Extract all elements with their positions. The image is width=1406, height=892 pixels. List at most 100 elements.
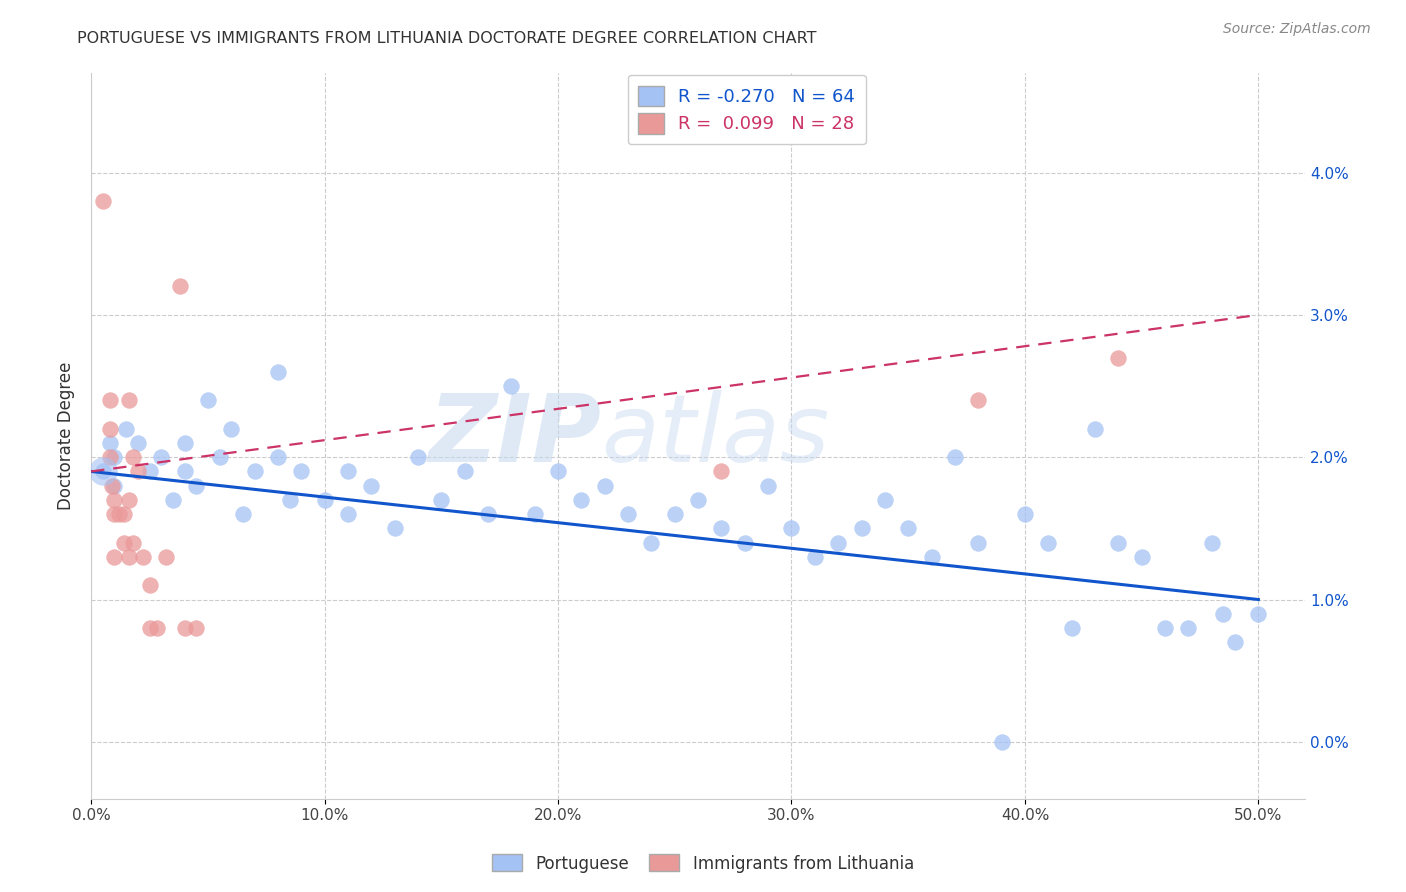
Legend: Portuguese, Immigrants from Lithuania: Portuguese, Immigrants from Lithuania: [485, 847, 921, 880]
Point: [150, 450, 173, 465]
Point: [1107, 535, 1129, 549]
Point: [243, 465, 266, 479]
Point: [314, 492, 336, 507]
Point: [278, 492, 301, 507]
Point: [617, 507, 640, 521]
Point: [1084, 422, 1107, 436]
Point: [734, 535, 756, 549]
Point: [101, 478, 124, 492]
Point: [138, 621, 160, 635]
Point: [98, 393, 121, 408]
Point: [98, 422, 121, 436]
Point: [921, 549, 943, 564]
Point: [186, 621, 208, 635]
Text: PORTUGUESE VS IMMIGRANTS FROM LITHUANIA DOCTORATE DEGREE CORRELATION CHART: PORTUGUESE VS IMMIGRANTS FROM LITHUANIA …: [77, 31, 817, 46]
Point: [112, 507, 135, 521]
Point: [103, 478, 125, 492]
Point: [430, 492, 453, 507]
Point: [103, 450, 125, 465]
Point: [173, 465, 195, 479]
Point: [267, 450, 290, 465]
Point: [593, 478, 616, 492]
Point: [145, 621, 167, 635]
Point: [967, 393, 990, 408]
Point: [232, 507, 254, 521]
Point: [1107, 351, 1129, 365]
Point: [98, 436, 121, 450]
Point: [501, 379, 523, 393]
Text: atlas: atlas: [600, 391, 830, 482]
Point: [873, 492, 896, 507]
Point: [91, 465, 114, 479]
Point: [360, 478, 382, 492]
Point: [117, 549, 139, 564]
Point: [103, 549, 125, 564]
Text: ZIP: ZIP: [429, 390, 600, 482]
Point: [897, 521, 920, 535]
Point: [688, 492, 710, 507]
Point: [290, 465, 312, 479]
Point: [122, 535, 145, 549]
Point: [173, 436, 195, 450]
Point: [219, 422, 242, 436]
Point: [103, 507, 125, 521]
Point: [967, 535, 990, 549]
Point: [138, 465, 160, 479]
Point: [186, 478, 208, 492]
Point: [108, 507, 131, 521]
Point: [91, 465, 114, 479]
Point: [169, 279, 191, 293]
Point: [547, 465, 569, 479]
Point: [990, 735, 1012, 749]
Point: [1154, 621, 1177, 635]
Point: [1212, 607, 1234, 621]
Y-axis label: Doctorate Degree: Doctorate Degree: [58, 361, 75, 510]
Point: [453, 465, 475, 479]
Point: [162, 492, 184, 507]
Point: [117, 393, 139, 408]
Point: [173, 621, 195, 635]
Point: [1060, 621, 1083, 635]
Point: [710, 465, 733, 479]
Point: [98, 450, 121, 465]
Point: [710, 521, 733, 535]
Point: [155, 549, 177, 564]
Point: [827, 535, 849, 549]
Point: [1130, 549, 1153, 564]
Point: [1038, 535, 1060, 549]
Point: [406, 450, 429, 465]
Point: [780, 521, 803, 535]
Point: [640, 535, 662, 549]
Point: [523, 507, 546, 521]
Point: [117, 492, 139, 507]
Point: [127, 436, 149, 450]
Point: [384, 521, 406, 535]
Point: [127, 465, 149, 479]
Point: [131, 549, 153, 564]
Point: [851, 521, 873, 535]
Point: [571, 492, 593, 507]
Point: [1014, 507, 1036, 521]
Point: [477, 507, 499, 521]
Point: [138, 578, 160, 592]
Point: [336, 507, 359, 521]
Point: [112, 535, 135, 549]
Point: [664, 507, 686, 521]
Point: [1177, 621, 1199, 635]
Point: [1201, 535, 1223, 549]
Point: [267, 365, 290, 379]
Point: [103, 492, 125, 507]
Legend: R = -0.270   N = 64, R =  0.099   N = 28: R = -0.270 N = 64, R = 0.099 N = 28: [627, 75, 866, 145]
Point: [336, 465, 359, 479]
Point: [1223, 635, 1246, 649]
Point: [1247, 607, 1270, 621]
Point: [197, 393, 219, 408]
Point: [804, 549, 827, 564]
Point: [122, 450, 145, 465]
Text: Source: ZipAtlas.com: Source: ZipAtlas.com: [1223, 22, 1371, 37]
Point: [943, 450, 966, 465]
Point: [756, 478, 779, 492]
Point: [208, 450, 231, 465]
Point: [91, 194, 114, 208]
Point: [115, 422, 138, 436]
